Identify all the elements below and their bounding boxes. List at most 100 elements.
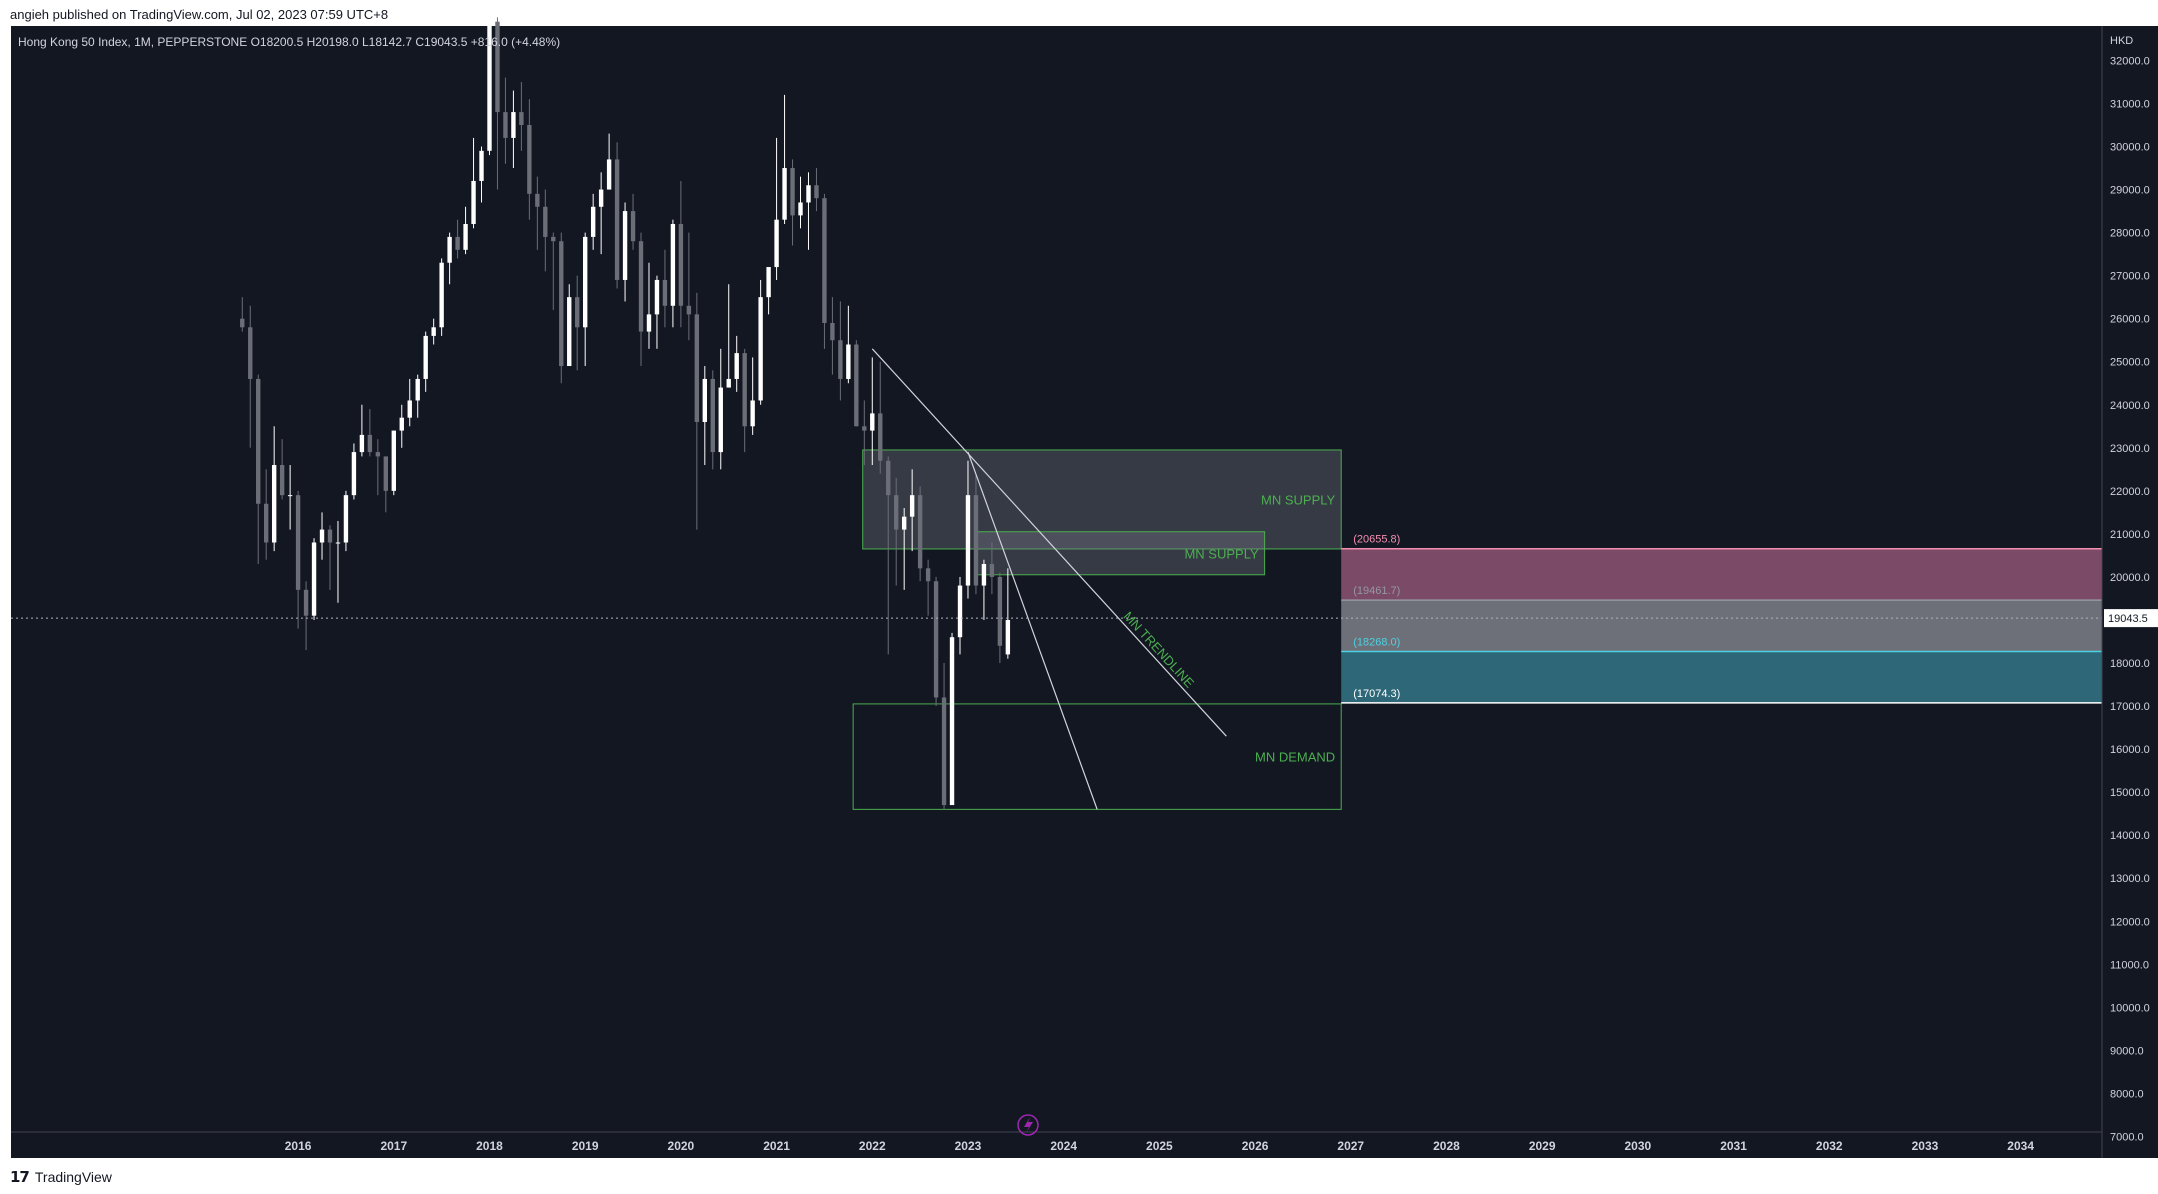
candle-2016-07[interactable] bbox=[343, 490, 349, 552]
candle-2018-03[interactable] bbox=[503, 77, 508, 164]
price-axis[interactable]: 32000.0 31000.0 30000.0 29000.0 28000.0 27000… bbox=[2101, 26, 2158, 1158]
candle-2021-06[interactable] bbox=[814, 168, 819, 212]
candle-2023-01[interactable] bbox=[965, 460, 971, 599]
candle-2020-06[interactable] bbox=[718, 348, 723, 470]
candle-2017-01[interactable] bbox=[391, 430, 396, 496]
candle-2016-11[interactable] bbox=[375, 439, 381, 496]
candle-2019-11[interactable] bbox=[662, 249, 668, 328]
candle-2018-02[interactable] bbox=[495, 17, 500, 190]
candle-2021-03[interactable] bbox=[790, 159, 795, 246]
candle-2020-08[interactable] bbox=[734, 335, 739, 392]
candle-2023-05[interactable] bbox=[997, 572, 1003, 664]
candle-2021-07[interactable] bbox=[822, 193, 827, 349]
candle-2015-12[interactable] bbox=[287, 465, 293, 530]
candle-2016-09[interactable] bbox=[359, 404, 365, 457]
tradingview-brand[interactable]: 17 TradingView bbox=[10, 1168, 112, 1186]
candle-2017-08[interactable] bbox=[447, 232, 452, 285]
candle-2016-08[interactable] bbox=[351, 443, 357, 500]
candle-2021-02[interactable] bbox=[782, 94, 787, 224]
candle-2016-04[interactable] bbox=[319, 512, 325, 560]
candle-2022-02[interactable] bbox=[878, 361, 883, 474]
candle-2019-10[interactable] bbox=[654, 275, 660, 349]
trendline-1[interactable] bbox=[967, 451, 1098, 810]
candle-2018-06[interactable] bbox=[527, 99, 532, 220]
candle-2023-04[interactable] bbox=[989, 542, 995, 595]
candle-2022-03[interactable] bbox=[886, 456, 891, 655]
candle-2016-05[interactable] bbox=[327, 525, 333, 590]
candle-2022-01[interactable] bbox=[870, 357, 875, 466]
candle-2022-07[interactable] bbox=[917, 486, 923, 582]
candle-2020-12[interactable] bbox=[766, 267, 771, 315]
candle-2016-02[interactable] bbox=[303, 581, 309, 651]
candle-2015-11[interactable] bbox=[279, 439, 285, 500]
candle-2020-07[interactable] bbox=[726, 284, 731, 388]
candle-2015-10[interactable] bbox=[271, 426, 277, 552]
candle-2020-04[interactable] bbox=[702, 366, 708, 466]
time-axis[interactable]: 2016 2017 2018 2019 2020 2021 2022 2023 2024 2025… bbox=[11, 1131, 2102, 1153]
candle-2021-04[interactable] bbox=[798, 176, 803, 229]
alert-icon[interactable] bbox=[1017, 1114, 1039, 1136]
candle-2018-01[interactable] bbox=[487, 0, 492, 156]
candle-2017-11[interactable] bbox=[471, 137, 476, 229]
candle-2022-09[interactable] bbox=[933, 576, 939, 707]
candle-2019-02[interactable] bbox=[590, 193, 596, 250]
candle-2018-07[interactable] bbox=[535, 176, 540, 250]
candle-2021-08[interactable] bbox=[830, 297, 835, 375]
candle-2019-08[interactable] bbox=[638, 232, 644, 367]
candle-2022-11[interactable] bbox=[949, 632, 955, 806]
candle-2019-03[interactable] bbox=[598, 172, 604, 255]
candle-2020-01[interactable] bbox=[678, 180, 684, 328]
candle-2019-07[interactable] bbox=[630, 193, 636, 250]
zone-1[interactable] bbox=[977, 531, 1266, 576]
candle-2020-03[interactable] bbox=[694, 292, 700, 530]
candle-2018-10[interactable] bbox=[559, 232, 564, 384]
candle-2018-11[interactable] bbox=[567, 284, 572, 367]
candle-2022-04[interactable] bbox=[894, 477, 899, 586]
candle-2018-12[interactable] bbox=[575, 275, 580, 371]
zone-0[interactable] bbox=[862, 449, 1342, 550]
candle-2018-09[interactable] bbox=[551, 232, 556, 311]
candle-2020-10[interactable] bbox=[750, 357, 755, 435]
candle-2023-06[interactable] bbox=[1005, 568, 1011, 659]
candle-2022-10[interactable] bbox=[941, 663, 947, 810]
candle-2021-01[interactable] bbox=[774, 137, 779, 280]
candle-2022-12[interactable] bbox=[957, 576, 963, 655]
trendline-0[interactable] bbox=[871, 348, 1227, 737]
candle-2023-03[interactable] bbox=[981, 559, 987, 620]
candle-2020-02[interactable] bbox=[686, 232, 692, 341]
currency-label[interactable]: HKD bbox=[2110, 35, 2133, 47]
candle-2018-08[interactable] bbox=[543, 189, 548, 272]
candle-2017-07[interactable] bbox=[439, 258, 444, 336]
candle-2017-10[interactable] bbox=[463, 206, 468, 255]
candle-2021-05[interactable] bbox=[806, 172, 811, 250]
candle-2020-09[interactable] bbox=[742, 348, 747, 453]
candle-2017-03[interactable] bbox=[407, 378, 412, 427]
candle-2015-08[interactable] bbox=[256, 374, 261, 565]
candle-2018-04[interactable] bbox=[511, 90, 516, 169]
candle-2016-10[interactable] bbox=[367, 409, 373, 457]
candle-2019-05[interactable] bbox=[614, 142, 620, 289]
candle-2020-05[interactable] bbox=[710, 370, 715, 470]
candle-2017-05[interactable] bbox=[423, 331, 428, 392]
candle-2016-03[interactable] bbox=[311, 538, 317, 620]
candle-2019-01[interactable] bbox=[582, 232, 588, 367]
candle-2023-02[interactable] bbox=[973, 473, 979, 595]
candle-2018-05[interactable] bbox=[519, 81, 524, 151]
candle-2022-08[interactable] bbox=[925, 559, 931, 616]
candle-2019-12[interactable] bbox=[670, 219, 676, 328]
candle-2016-12[interactable] bbox=[383, 456, 389, 513]
candle-2016-01[interactable] bbox=[295, 490, 301, 629]
candle-2015-09[interactable] bbox=[264, 469, 269, 560]
candle-2019-06[interactable] bbox=[622, 202, 628, 302]
candle-2021-12[interactable] bbox=[862, 400, 867, 466]
candle-2019-09[interactable] bbox=[646, 262, 652, 349]
candle-2021-10[interactable] bbox=[846, 305, 851, 384]
candle-2016-06[interactable] bbox=[335, 520, 341, 603]
candle-2015-06[interactable] bbox=[240, 297, 245, 332]
candle-2017-02[interactable] bbox=[399, 404, 404, 448]
candle-2015-07[interactable] bbox=[248, 305, 253, 448]
candle-2017-09[interactable] bbox=[455, 219, 460, 259]
candle-2021-11[interactable] bbox=[854, 340, 859, 427]
candle-2022-05[interactable] bbox=[901, 508, 907, 590]
